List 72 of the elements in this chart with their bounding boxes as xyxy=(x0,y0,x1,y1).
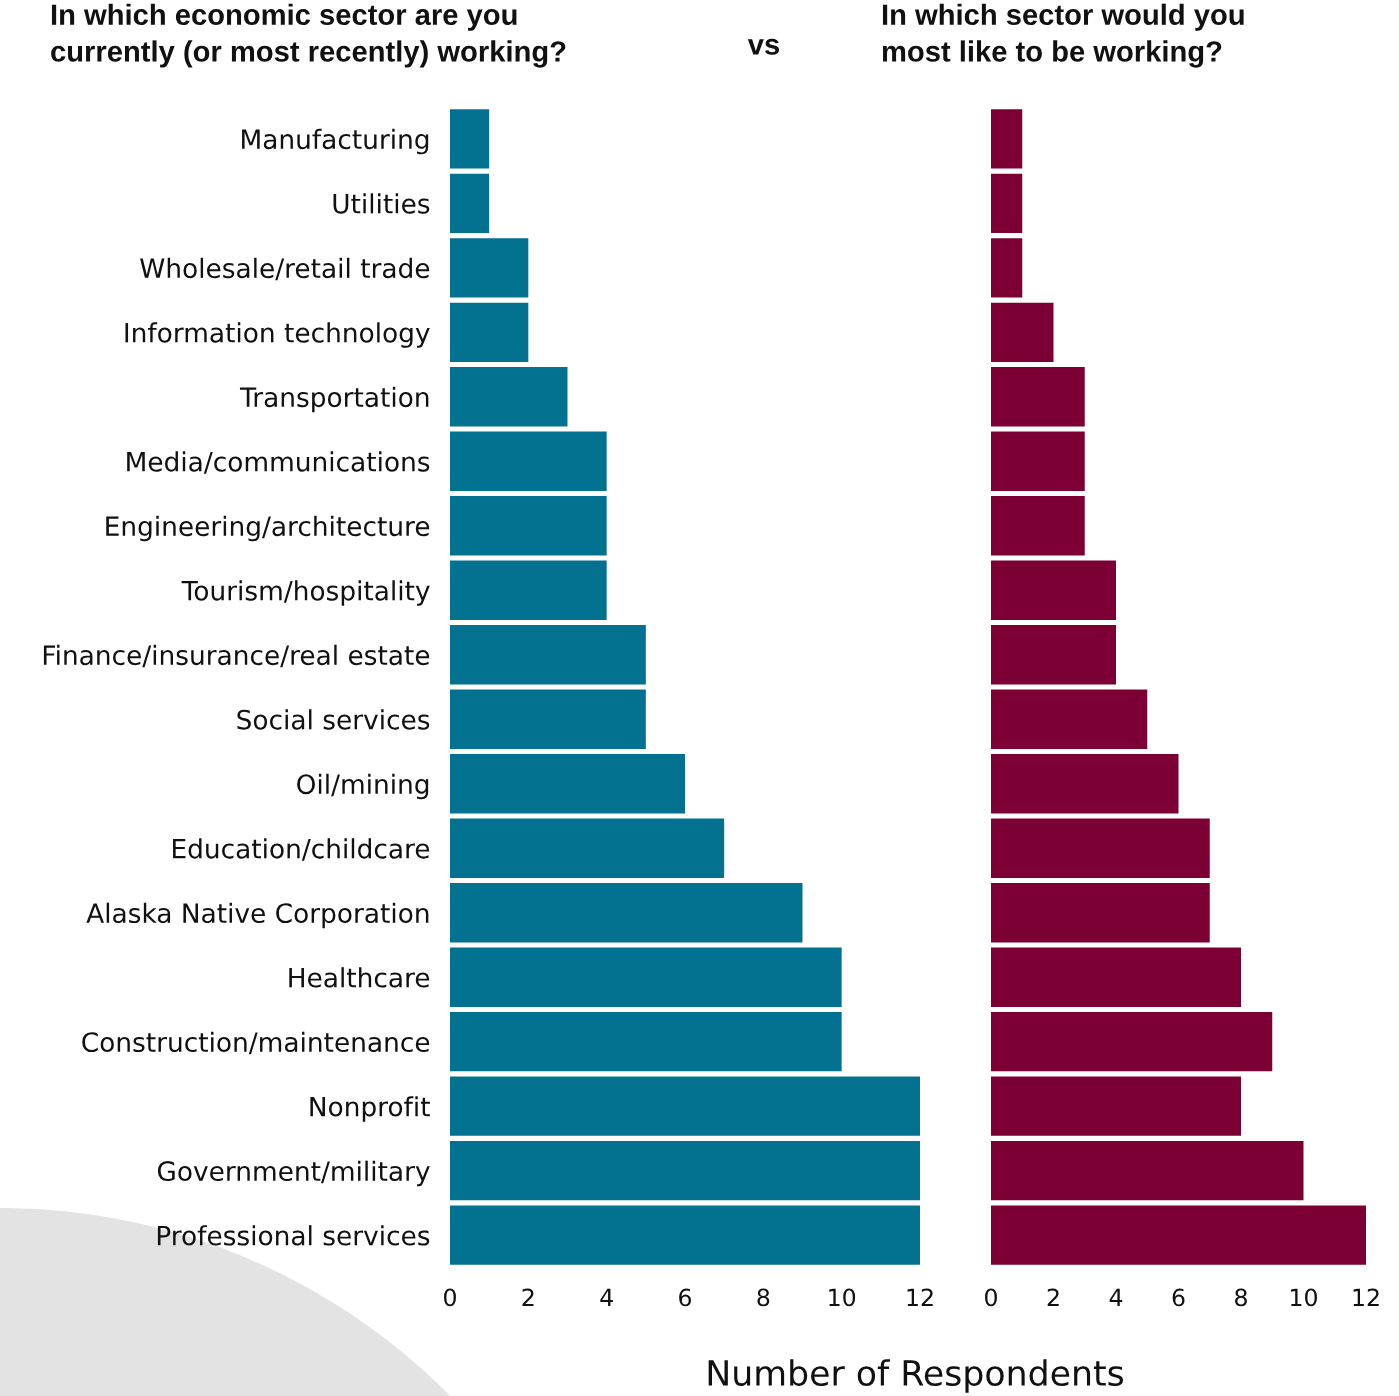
bar xyxy=(450,689,646,749)
bar xyxy=(991,689,1148,749)
x-tick-label: 2 xyxy=(522,1288,534,1306)
bar xyxy=(991,173,1023,233)
bar xyxy=(450,367,568,427)
bar xyxy=(991,109,1023,169)
bar xyxy=(450,1076,920,1136)
bar xyxy=(991,431,1085,491)
y-tick-label: Wholesale/retail trade xyxy=(140,257,430,281)
bar xyxy=(991,625,1116,685)
x-tick-label: 10 xyxy=(829,1288,856,1307)
x-tick-label: 0 xyxy=(985,1288,997,1307)
x-tick-label: 4 xyxy=(1109,1288,1123,1306)
y-tick-label: Social services xyxy=(237,709,430,730)
y-tick-label: Tourism/hospitality xyxy=(181,580,430,606)
y-tick-label: Education/childcare xyxy=(173,838,430,861)
x-tick-label: 6 xyxy=(679,1288,692,1307)
chart-title: In which sector would you most like to be working? xyxy=(882,3,1244,68)
y-tick-label: Healthcare xyxy=(289,967,430,988)
y-tick-label: Transportation xyxy=(239,386,429,413)
x-tick-label: 12 xyxy=(907,1288,933,1306)
bar xyxy=(991,818,1210,878)
bar xyxy=(991,1076,1241,1136)
bar xyxy=(450,431,607,491)
bar xyxy=(991,560,1116,620)
bar xyxy=(991,1012,1273,1072)
x-tick-label: 0 xyxy=(444,1288,456,1307)
bar xyxy=(991,754,1179,814)
x-tick-label: 8 xyxy=(757,1288,770,1307)
y-tick-label: Oil/mining xyxy=(297,773,429,800)
bar xyxy=(991,302,1054,362)
x-tick-label: 2 xyxy=(1047,1288,1059,1306)
bar xyxy=(991,1141,1304,1201)
y-tick-label: Information technology xyxy=(125,322,430,348)
bar xyxy=(450,109,490,169)
bar xyxy=(450,560,607,620)
bar xyxy=(450,754,685,814)
x-tick-label: 4 xyxy=(600,1288,613,1306)
bar xyxy=(450,947,842,1007)
y-tick-label: Utilities xyxy=(333,193,430,214)
bar xyxy=(450,1205,920,1265)
bar xyxy=(450,496,607,556)
bar xyxy=(991,496,1085,556)
bar xyxy=(450,238,529,298)
bar xyxy=(450,883,803,943)
y-tick-label: Nonprofit xyxy=(310,1096,430,1122)
y-tick-label: Media/communications xyxy=(127,451,430,474)
y-tick-label: Finance/insurance/real estate xyxy=(43,644,430,668)
bar xyxy=(991,947,1241,1007)
y-tick-label: Engineering/architecture xyxy=(106,515,430,542)
bar xyxy=(450,625,646,685)
bar xyxy=(450,1141,920,1201)
y-tick-label: Manufacturing xyxy=(242,128,429,155)
bar xyxy=(991,883,1210,943)
x-tick-label: 12 xyxy=(1353,1288,1379,1306)
y-tick-label: Alaska Native Corporation xyxy=(86,902,429,929)
bar xyxy=(991,1205,1366,1265)
bar xyxy=(450,302,529,362)
x-tick-label: 10 xyxy=(1291,1288,1317,1307)
x-axis-title: Number of Respondents xyxy=(708,1359,1124,1393)
x-tick-label: 8 xyxy=(1235,1288,1247,1307)
chart-title: In which economic sector are you currently (or most recently) working? xyxy=(51,3,566,68)
bar xyxy=(450,1012,842,1072)
bar xyxy=(450,818,725,878)
bar xyxy=(450,173,490,233)
y-tick-label: Government/military xyxy=(157,1160,430,1187)
bar xyxy=(991,238,1023,298)
x-tick-label: 6 xyxy=(1172,1288,1185,1307)
y-tick-label: Professional services xyxy=(157,1225,430,1246)
y-tick-label: Construction/maintenance xyxy=(82,1031,430,1055)
text: vs xyxy=(747,38,780,55)
bar xyxy=(991,367,1085,427)
